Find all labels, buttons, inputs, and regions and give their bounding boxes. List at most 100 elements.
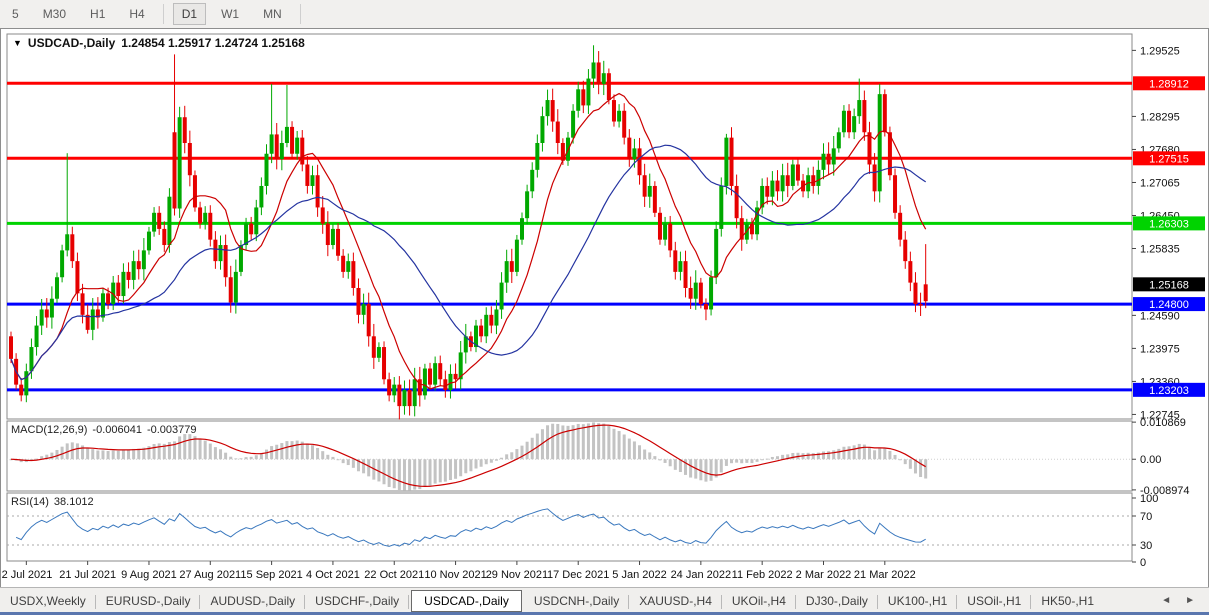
symbol-tab-USDX-Weekly[interactable]: USDX,Weekly: [0, 591, 96, 611]
macd-bar: [530, 437, 534, 460]
candle-body: [494, 309, 499, 326]
macd-bar: [648, 452, 652, 460]
timeframe-button-W1[interactable]: W1: [221, 7, 240, 21]
macd-bar: [70, 442, 74, 460]
candle-body: [903, 239, 908, 262]
main-panel[interactable]: [6, 33, 1133, 420]
macd-bar: [576, 423, 580, 460]
price-axis-label: 1.28295: [1140, 111, 1180, 123]
timeframe-button-H1[interactable]: H1: [90, 7, 106, 21]
macd-bar: [142, 447, 146, 460]
candle-body: [596, 62, 601, 84]
symbol-tab-USDCAD-Daily[interactable]: USDCAD-,Daily: [411, 589, 522, 612]
price-axis[interactable]: 1.295251.282951.276801.270651.264501.258…: [1132, 45, 1205, 569]
symbol-tab-XAUUSD-H4[interactable]: XAUUSD-,H4: [629, 591, 722, 611]
price-tag-1.23203-bg: [1133, 382, 1205, 397]
candle-body: [376, 347, 381, 358]
candle-body: [479, 325, 484, 337]
date-label: 10 Nov 2021: [424, 569, 486, 581]
candle-body: [244, 223, 249, 246]
candle-body: [898, 212, 903, 240]
macd-bar: [663, 459, 667, 463]
timeframe-button-D1[interactable]: D1: [172, 3, 207, 25]
candle-body: [422, 368, 427, 396]
time-axis[interactable]: 2 Jul 2021 21 Jul 2021 9 Aug 2021 27 Aug 20…: [2, 561, 916, 581]
price-tag-1.23203: 1.23203: [1149, 385, 1189, 397]
macd-bar: [326, 454, 330, 460]
candle-body: [146, 231, 151, 251]
candle-body: [300, 137, 305, 165]
symbol-tab-UK100-H1[interactable]: UK100-,H1: [878, 591, 958, 611]
macd-bar: [254, 455, 258, 460]
symbol-tab-EURUSD-Daily[interactable]: EURUSD-,Daily: [96, 591, 201, 611]
symbol-tab-DJ30-Daily[interactable]: DJ30-,Daily: [796, 591, 878, 611]
candle-body: [760, 185, 765, 208]
candle-body: [259, 185, 264, 208]
macd-bar: [178, 436, 182, 460]
candle-body: [841, 110, 846, 133]
candle-body: [284, 126, 289, 144]
macd-bar: [132, 448, 136, 460]
candle-body: [44, 309, 49, 318]
date-label: 2 Jul 2021: [2, 569, 53, 581]
macd-bar: [259, 452, 263, 460]
symbol-tab-bar: USDX,Weekly EURUSD-,Daily AUDUSD-,Daily USD…: [0, 587, 1209, 613]
macd-bar: [816, 452, 820, 460]
price-tag-1.24800-bg: [1133, 297, 1205, 312]
candle-body: [330, 228, 335, 246]
candle-body: [198, 207, 203, 224]
macd-bar: [827, 451, 831, 460]
candle-body: [141, 250, 146, 270]
candle-body: [555, 121, 560, 144]
candle-body: [443, 379, 448, 391]
symbol-tab-HK50-H1[interactable]: HK50-,H1: [1041, 593, 1094, 608]
price-axis-label: 1.27065: [1140, 177, 1180, 189]
macd-bar: [203, 440, 207, 460]
macd-bar: [45, 454, 49, 460]
candle-body: [795, 164, 800, 181]
symbol-tab-USOil-H1[interactable]: USOil-,H1: [957, 591, 1032, 611]
macd-name: MACD(12,26,9): [11, 424, 88, 436]
macd-bar: [147, 446, 151, 460]
macd-bar: [459, 459, 463, 477]
candle-body: [719, 185, 724, 229]
candle-body: [187, 143, 192, 176]
symbol-tab-USDCHF-Daily[interactable]: USDCHF-,Daily: [305, 591, 410, 611]
symbol-dropdown-icon[interactable]: ▼: [13, 38, 22, 48]
candle-body: [34, 325, 39, 348]
rsi-panel[interactable]: [6, 492, 1133, 562]
macd-bar: [714, 459, 718, 478]
tab-scroll-left-icon[interactable]: ◄: [1161, 595, 1172, 606]
macd-signal-value: -0.003779: [146, 424, 197, 436]
macd-bar: [908, 459, 912, 469]
macd-bar: [755, 459, 759, 462]
timeframe-button-M30[interactable]: M30: [42, 7, 67, 21]
macd-bar: [469, 459, 473, 472]
candle-body: [167, 196, 172, 246]
symbol-tab-AUDUSD-Daily[interactable]: AUDUSD-,Daily: [200, 591, 305, 611]
chart-title: USDCAD-,Daily: [27, 36, 116, 50]
macd-bar: [581, 424, 585, 460]
timeframe-button-5[interactable]: 5: [12, 7, 19, 21]
tab-scroll-right-icon[interactable]: ►: [1185, 595, 1195, 606]
candle-body: [172, 132, 177, 209]
symbol-tab-USDCNH-Daily[interactable]: USDCNH-,Daily: [524, 591, 630, 611]
macd-bar: [561, 425, 565, 460]
timeframe-button-MN[interactable]: MN: [263, 7, 282, 21]
candle-body: [438, 363, 443, 380]
candle-body: [770, 180, 775, 197]
candle-body: [392, 384, 397, 396]
chart-window[interactable]: 1.295251.282951.276801.270651.264501.258…: [0, 28, 1209, 588]
macd-bar: [270, 446, 274, 460]
rsi-line: [15, 508, 926, 547]
timeframe-button-H4[interactable]: H4: [129, 7, 145, 21]
candle-body: [627, 137, 632, 160]
candle-body: [724, 137, 729, 186]
candle-body: [887, 132, 892, 176]
candle-body: [780, 175, 785, 192]
candle-body: [560, 143, 565, 161]
macd-bar: [740, 459, 744, 464]
macd-bar: [111, 450, 115, 460]
candlestick-chart[interactable]: 1.295251.282951.276801.270651.264501.258…: [1, 29, 1208, 585]
symbol-tab-UKOil-H4[interactable]: UKOil-,H4: [722, 591, 796, 611]
